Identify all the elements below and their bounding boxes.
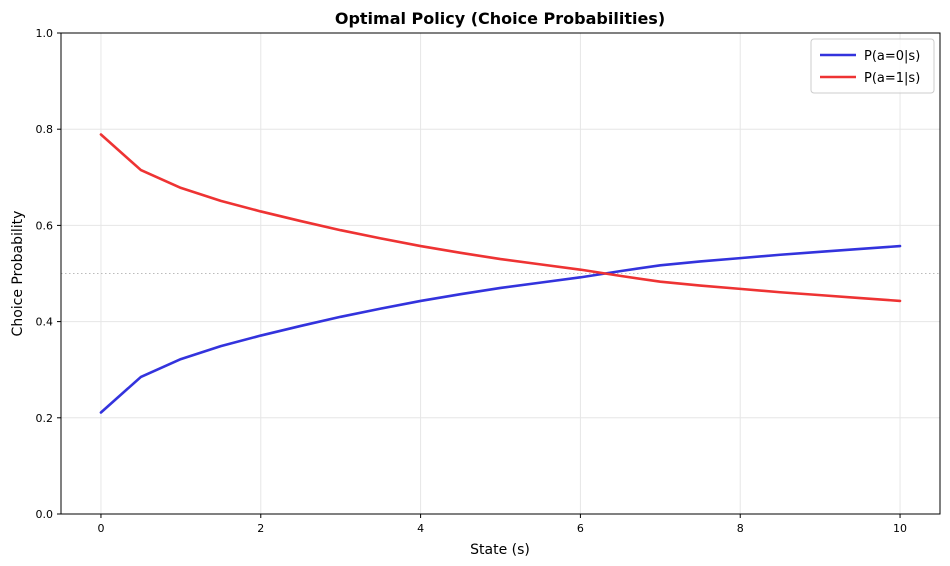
series-line (99, 133, 902, 303)
x-axis-label: State (s) (470, 542, 530, 558)
y-tick-label: 0.4 (36, 316, 54, 329)
x-axis: 0 2 4 6 8 10 (97, 514, 907, 535)
legend-box (810, 38, 935, 94)
y-tick-label: 1.0 (36, 27, 54, 40)
series-line (99, 244, 902, 414)
y-tick-label: 0.8 (36, 123, 54, 136)
series-layer (99, 133, 902, 414)
legend-label: P(a=0|s) (864, 49, 920, 64)
legend: P(a=0|s) P(a=1|s) (810, 38, 935, 94)
legend-label: P(a=1|s) (864, 71, 920, 86)
y-tick-label: 0.0 (36, 508, 54, 521)
y-axis-label: Choice Probability (10, 211, 26, 337)
x-tick-label: 4 (417, 522, 424, 535)
x-tick-label: 0 (97, 522, 104, 535)
y-tick-label: 0.2 (36, 412, 54, 425)
plot-background (61, 33, 940, 514)
chart-title: Optimal Policy (Choice Probabilities) (335, 9, 665, 28)
y-tick-label: 0.6 (36, 219, 54, 232)
x-tick-label: 10 (893, 522, 907, 535)
y-axis: 0.0 0.2 0.4 0.6 0.8 1.0 (36, 27, 61, 521)
x-tick-label: 8 (737, 522, 744, 535)
x-tick-label: 6 (577, 522, 584, 535)
x-tick-label: 2 (257, 522, 264, 535)
plot-frame (60, 32, 941, 515)
